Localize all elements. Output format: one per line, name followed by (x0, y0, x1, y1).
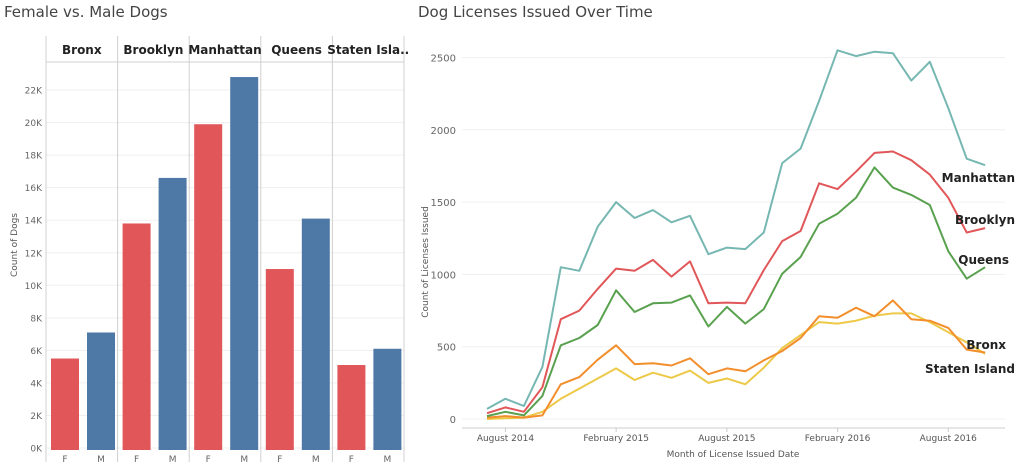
series-label-staten-island: Staten Island (925, 362, 1015, 376)
series-line-brooklyn (486, 150, 986, 415)
series-line-staten-island (486, 312, 986, 420)
series-line-queens (486, 166, 986, 418)
right-x-tick-label: August 2014 (477, 434, 535, 444)
right-chart-title: Dog Licenses Issued Over Time (418, 3, 653, 21)
right-x-tick-label: August 2016 (920, 434, 978, 444)
left-y-tick-label: 0K (30, 445, 43, 455)
left-chart-title: Female vs. Male Dogs (4, 3, 168, 21)
right-y-tick-label: 1000 (431, 270, 456, 281)
right-y-tick-label: 1500 (431, 198, 456, 209)
x-tick-label: M (169, 455, 177, 465)
x-tick-label: F (62, 455, 67, 465)
left-y-tick-label: 6K (30, 347, 43, 357)
series-line-bronx (486, 299, 986, 419)
bar-M-0 (87, 332, 115, 450)
series-line-manhattan (486, 49, 986, 410)
bar-F-0 (51, 358, 79, 450)
x-tick-label: M (97, 455, 105, 465)
left-y-tick-label: 4K (30, 379, 43, 389)
right-y-tick-label: 2500 (431, 54, 456, 65)
bar-F-4 (337, 365, 366, 450)
left-y-tick-label: 14K (25, 217, 43, 227)
left-y-tick-label: 12K (25, 249, 43, 259)
right-y-tick-label: 500 (437, 343, 456, 354)
right-y-tick-label: 0 (450, 415, 456, 426)
series-label-manhattan: Manhattan (942, 171, 1015, 185)
left-y-tick-label: 2K (30, 412, 43, 422)
left-y-tick-label: 18K (25, 152, 43, 162)
right-y-axis-label: Count of Licenses Issued (421, 206, 431, 318)
right-y-tick-label: 2000 (431, 126, 456, 137)
series-label-bronx: Bronx (966, 338, 1006, 352)
bar-M-4 (373, 348, 402, 450)
series-label-queens: Queens (958, 253, 1009, 267)
bar-M-3 (301, 218, 330, 450)
x-tick-label: M (240, 455, 248, 465)
right-x-tick-label: February 2016 (805, 434, 871, 444)
panel-header-0: Bronx (62, 43, 102, 57)
series-label-brooklyn: Brooklyn (955, 213, 1015, 227)
x-tick-label: F (349, 455, 354, 465)
bar-M-2 (230, 77, 259, 450)
bar-M-1 (158, 177, 187, 450)
right-x-tick-label: February 2015 (583, 434, 649, 444)
panel-header-3: Queens (271, 43, 322, 57)
panel-header-2: Manhattan (188, 43, 261, 57)
x-tick-label: F (277, 455, 282, 465)
x-tick-label: M (384, 455, 392, 465)
x-tick-label: F (206, 455, 211, 465)
bar-F-1 (122, 223, 151, 450)
right-x-tick-label: August 2015 (698, 434, 755, 444)
bar-F-3 (265, 269, 294, 450)
x-tick-label: M (312, 455, 320, 465)
female-vs-male-bar-chart: 0K 2K 4K 6K 8K 10K 12K 14K 16K 18K 20K 22K Count of … (10, 36, 409, 465)
left-y-tick-label: 20K (25, 119, 43, 129)
x-tick-label: F (134, 455, 139, 465)
left-y-tick-label: 10K (25, 282, 43, 292)
right-x-axis-label: Month of License Issued Date (667, 450, 800, 460)
left-y-tick-label: 22K (25, 87, 43, 97)
panel-header-4: Staten Isla.. (327, 43, 409, 57)
left-y-axis-label: Count of Dogs (10, 213, 20, 277)
bar-F-2 (194, 124, 223, 451)
left-y-tick-label: 8K (30, 314, 43, 324)
panel-header-1: Brooklyn (123, 43, 183, 57)
left-y-tick-label: 16K (25, 184, 43, 194)
